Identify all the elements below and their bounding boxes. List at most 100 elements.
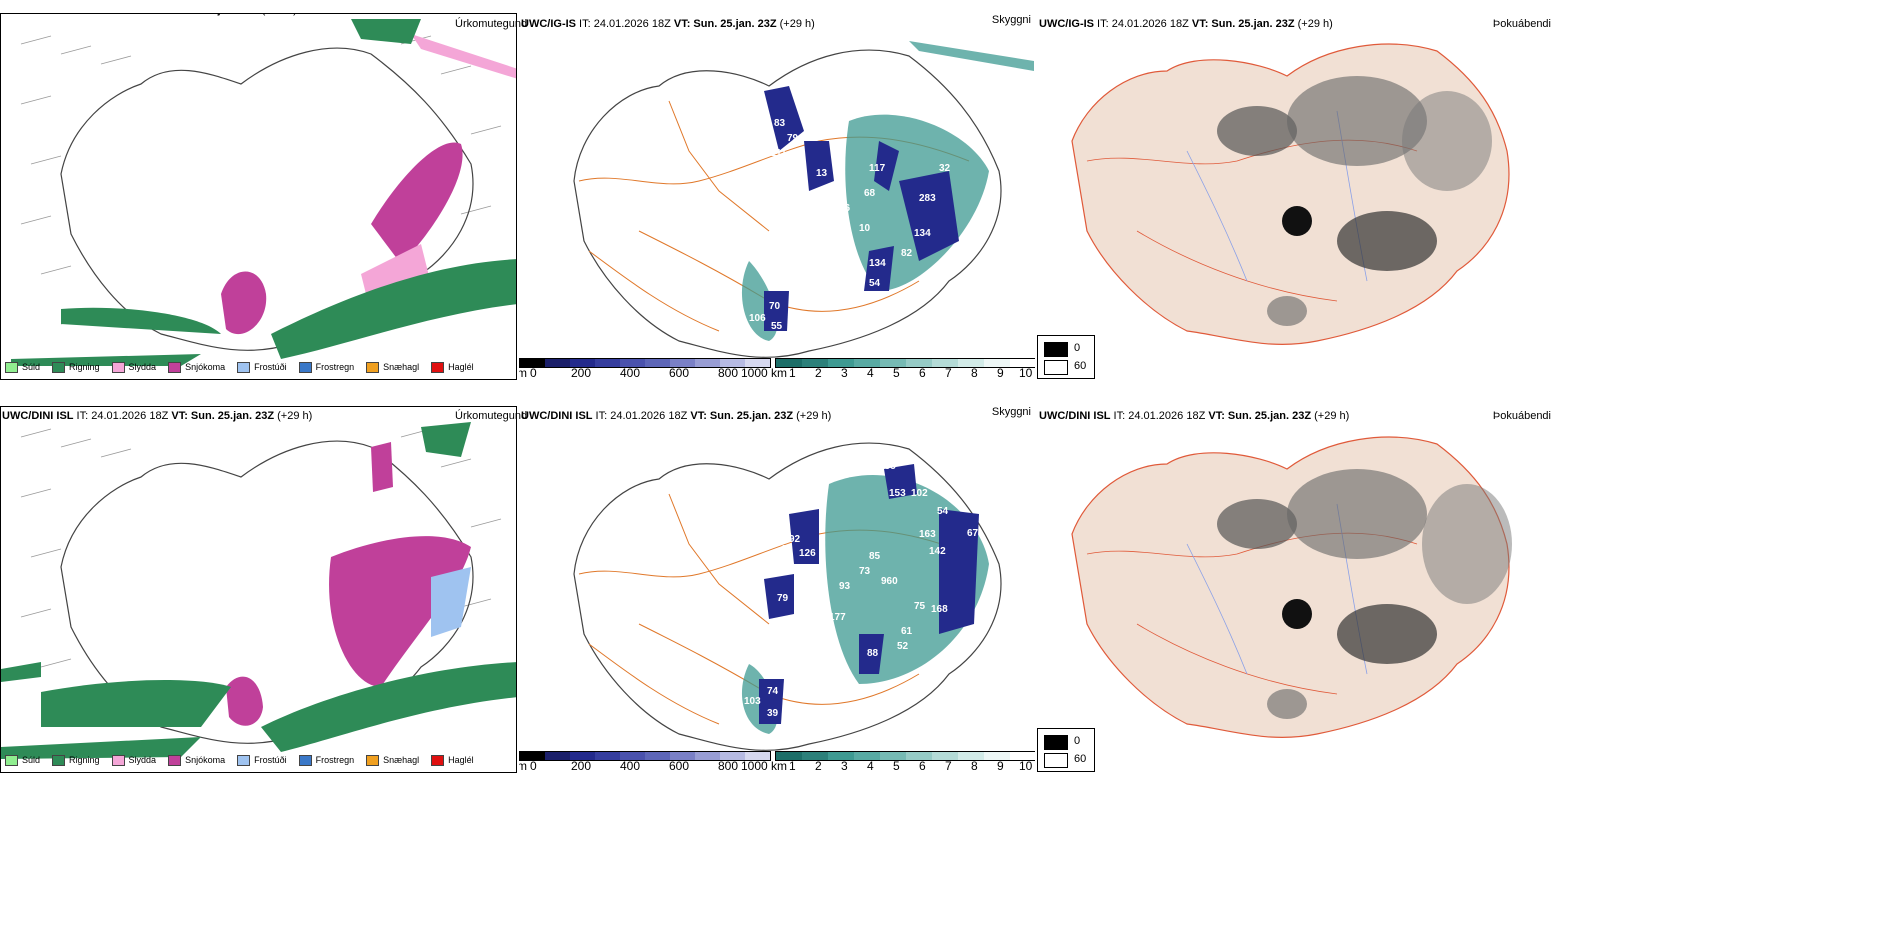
ceiling-value: 92: [789, 534, 801, 545]
legend-item: Súld: [5, 754, 40, 766]
ceiling-value: 61: [901, 626, 913, 637]
visibility-panel-top: UWC/IG-IS IT: 24.01.2026 18Z VT: Sun. 25…: [519, 13, 1035, 380]
ceiling-value: 127: [774, 213, 791, 224]
fog-high-swatch: [1044, 753, 1068, 768]
visibility-map: 83 79 111 117 13 68 96 127 124 10 134 82…: [573, 41, 1034, 358]
legend-item: Slydda: [111, 361, 156, 373]
ceiling-value: 117: [869, 163, 886, 174]
legend-item: Snjókoma: [168, 361, 225, 373]
precip-map: [11, 19, 516, 366]
fog-legend: 0 60: [1037, 728, 1095, 772]
ceiling-value: 73: [859, 566, 871, 577]
legend-item: Frostregn: [298, 754, 354, 766]
ceiling-value: 168: [931, 604, 948, 615]
ceiling-unit: m: [519, 759, 527, 773]
legend-item: Rigning: [52, 754, 100, 766]
visibility-colorbar: [775, 358, 1035, 368]
ceiling-value: 283: [919, 193, 936, 204]
fog-low-swatch: [1044, 735, 1068, 750]
ceiling-value: 134: [914, 228, 931, 239]
wind-barbs: [20, 428, 502, 718]
ceiling-value: 126: [799, 548, 816, 559]
ceiling-value: 134: [869, 258, 886, 269]
panel-title: UWC/DINI ISL IT: 24.01.2026 18Z VT: Sun.…: [1039, 410, 1350, 422]
precip-panel-label: Úrkomutegund: [455, 18, 528, 30]
fog-high-swatch: [1044, 360, 1068, 375]
ceiling-value: 68: [864, 188, 876, 199]
ceiling-value: 153: [889, 488, 906, 499]
precip-legend: Súld Rigning Slydda Snjókoma Frostúði Fr…: [5, 358, 486, 376]
ceiling-value: 177: [829, 612, 846, 623]
panel-title: UWC/DINI ISL IT: 24.01.2026 18Z VT: Sun.…: [521, 410, 832, 422]
fog-low-swatch: [1044, 342, 1068, 357]
panel-title: UWC/DINI ISL IT: 24.01.2026 18Z VT: Sun.…: [2, 410, 313, 422]
legend-item: Slydda: [111, 754, 156, 766]
low-ceiling-areas: [764, 86, 959, 331]
legend-item: Snæhagl: [366, 361, 419, 373]
ceiling-height-labels: 83 79 111 117 13 68 96 127 124 10 134 82…: [749, 118, 951, 332]
ceiling-value: 358: [879, 461, 896, 472]
ceiling-value: 102: [911, 488, 928, 499]
ceiling-value: 74: [767, 686, 779, 697]
ceiling-value: 52: [897, 641, 909, 652]
legend-item: Snæhagl: [366, 754, 419, 766]
freezing-drizzle-areas: [431, 567, 471, 637]
ceiling-value: 54: [869, 278, 881, 289]
fog-shading: [1217, 76, 1492, 326]
precip-type-panel-bottom: Súld Rigning Slydda Snjókoma Frostúði Fr…: [0, 406, 517, 773]
rain-areas: [1, 422, 516, 759]
panel-title: UWC/IG-IS IT: 24.01.2026 18Z VT: Sun. 25…: [521, 18, 815, 30]
ceiling-value: 14: [781, 544, 793, 555]
model-name: UWC/IG-IS: [3, 14, 58, 16]
ceiling-value: 96: [839, 203, 851, 214]
precip-type-panel-top: UWC/IG-IS IT: 24.01.2026 18Z VT: Sun. 25…: [0, 13, 517, 380]
legend-item: Snjókoma: [168, 754, 225, 766]
precip-legend: Súld Rigning Slydda Snjókoma Frostúði Fr…: [5, 751, 486, 769]
fog-panel-label: Þokuábendi: [1492, 18, 1551, 30]
legend-item: Haglél: [431, 361, 474, 373]
ceiling-value: 83: [774, 118, 786, 129]
ceiling-value: 93: [839, 581, 851, 592]
visibility-unit: km: [771, 759, 787, 773]
ceiling-value: 88: [867, 648, 879, 659]
snow-areas: [221, 142, 463, 335]
ceiling-value: 54: [937, 506, 949, 517]
legend-item: Frostregn: [298, 361, 354, 373]
visibility-colorbar: [775, 751, 1035, 761]
ceiling-unit: m: [519, 366, 527, 380]
vis-panel-label: Skyggni: [991, 406, 1031, 418]
wind-barbs: [20, 35, 502, 325]
panel-title: UWC/IG-IS IT: 24.01.2026 18Z VT: Sun. 25…: [1039, 18, 1333, 30]
ceiling-value: 55: [771, 321, 783, 332]
ceiling-value: 70: [769, 301, 781, 312]
ceiling-value: 85: [869, 551, 881, 562]
ceiling-value: 960: [881, 576, 898, 587]
ceiling-value: 32: [939, 163, 951, 174]
legend-item: Frostúði: [237, 754, 287, 766]
visibility-map: 358 153 102 54 92 126 14 85 73 163 142 6…: [573, 442, 1002, 751]
ceiling-value: 111: [771, 148, 787, 159]
rain-areas: [11, 19, 516, 366]
fog-shading: [1217, 469, 1512, 719]
vis-panel-label: Skyggni: [991, 14, 1031, 26]
ceiling-value: 106: [749, 313, 766, 324]
fog-map: [1071, 436, 1512, 738]
fog-panel-label: Þokuábendi: [1492, 410, 1551, 422]
iceland-outline: [60, 440, 474, 744]
panel-title: UWC/IG-IS IT: 24.01.2026 18Z VT: Sun. 25…: [3, 14, 297, 16]
precip-map: [1, 422, 516, 759]
legend-item: Súld: [5, 361, 40, 373]
ceiling-colorbar: [519, 358, 771, 368]
ceiling-height-labels: 358 153 102 54 92 126 14 85 73 163 142 6…: [744, 461, 979, 719]
ceiling-value: 39: [767, 708, 779, 719]
fog-panel-bottom: UWC/DINI ISL IT: 24.01.2026 18Z VT: Sun.…: [1037, 406, 1553, 773]
iceland-outline: [573, 49, 1002, 358]
legend-item: Frostúði: [237, 361, 287, 373]
ceiling-value: 75: [914, 601, 926, 612]
fog-panel-top: UWC/IG-IS IT: 24.01.2026 18Z VT: Sun. 25…: [1037, 13, 1553, 380]
ceiling-value: 163: [919, 529, 936, 540]
ceiling-value: 79: [787, 133, 799, 144]
low-ceiling-areas: [759, 464, 979, 724]
ceiling-value: 82: [901, 248, 913, 259]
snow-areas: [226, 442, 471, 726]
